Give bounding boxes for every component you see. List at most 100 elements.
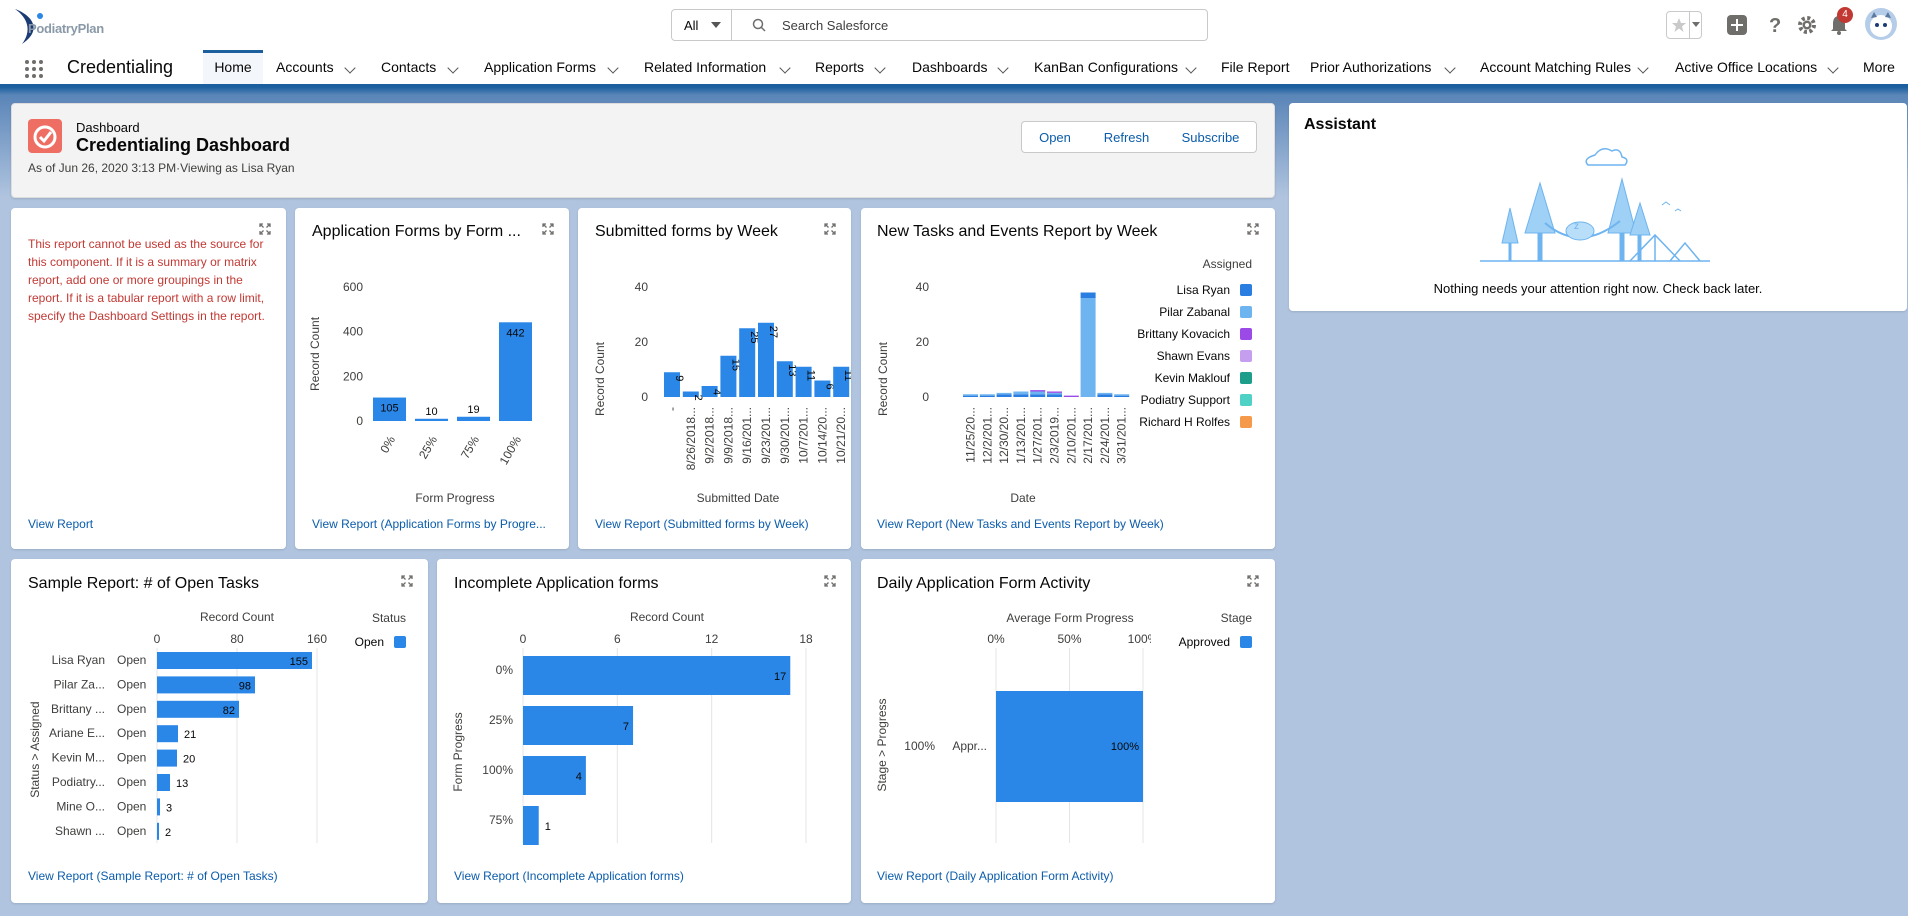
card-title: New Tasks and Events Report by Week bbox=[877, 223, 1158, 240]
expand-icon[interactable] bbox=[824, 223, 836, 235]
refresh-button[interactable]: Refresh bbox=[1088, 121, 1166, 153]
data-label: 10 bbox=[425, 406, 437, 418]
x-tick-label: 12 bbox=[705, 632, 719, 646]
error-component-card bbox=[11, 208, 286, 549]
expand-icon[interactable] bbox=[1247, 575, 1259, 587]
nav-more[interactable]: More bbox=[1863, 50, 1895, 84]
x-tick-label: 0 bbox=[520, 632, 527, 646]
legend-item-label: Approved bbox=[1178, 635, 1230, 649]
chevron-down-icon bbox=[711, 22, 721, 28]
x-tick-label: 9/30/201... bbox=[778, 407, 792, 464]
assistant-title: Assistant bbox=[1304, 116, 1377, 133]
x-tick-label: 1/27/201... bbox=[1031, 407, 1045, 464]
search-scope-label: All bbox=[684, 18, 699, 33]
avatar[interactable] bbox=[1865, 8, 1897, 40]
nav-tab-contacts[interactable]: Contacts bbox=[381, 50, 436, 84]
bar bbox=[415, 418, 448, 421]
subscribe-button[interactable]: Subscribe bbox=[1165, 121, 1257, 153]
bar-segment bbox=[1030, 394, 1046, 397]
nav-tab-label: Active Office Locations bbox=[1675, 59, 1818, 75]
bar-segment bbox=[963, 395, 978, 397]
search-scope-select[interactable]: All bbox=[672, 10, 732, 40]
data-label: 15 bbox=[729, 359, 741, 371]
nav-tab-active-office-locations[interactable]: Active Office Locations bbox=[1675, 50, 1817, 84]
x-tick-label: 25% bbox=[416, 433, 440, 461]
view-report-link[interactable]: View Report (Application Forms by Progre… bbox=[312, 517, 546, 531]
expand-icon[interactable] bbox=[824, 575, 836, 587]
error-message: This report cannot be used as the source… bbox=[28, 237, 265, 323]
nav-tab-label: KanBan Configurations bbox=[1034, 59, 1178, 75]
status-label: Open bbox=[117, 824, 146, 838]
y-tick-label: Shawn ... bbox=[55, 824, 105, 838]
open-tasks-card bbox=[11, 559, 428, 903]
bar bbox=[720, 355, 737, 397]
nav-tab-home[interactable]: Home bbox=[203, 50, 263, 84]
x-tick-label: 11/25/20... bbox=[964, 407, 978, 463]
nav-tab-prior-authorizations[interactable]: Prior Authorizations bbox=[1310, 50, 1431, 84]
x-tick-label: 10/21/20... bbox=[834, 407, 848, 464]
data-label: 21 bbox=[184, 729, 196, 741]
view-report-link[interactable]: View Report (Submitted forms by Week) bbox=[595, 517, 809, 531]
y-tick-label: 0 bbox=[641, 390, 648, 404]
data-label: 155 bbox=[290, 656, 308, 668]
data-label: 13 bbox=[176, 778, 188, 790]
bar bbox=[739, 328, 756, 397]
data-label: 82 bbox=[223, 705, 235, 717]
x-axis-label: Average Form Progress bbox=[1006, 611, 1133, 625]
view-report-link[interactable]: View Report bbox=[28, 517, 94, 531]
nav-tab-reports[interactable]: Reports bbox=[815, 50, 864, 84]
expand-icon[interactable] bbox=[1247, 223, 1259, 235]
view-report-link[interactable]: View Report (Daily Application Form Acti… bbox=[877, 869, 1114, 883]
nav-tab-accounts[interactable]: Accounts bbox=[276, 50, 334, 84]
bar bbox=[833, 366, 850, 397]
x-tick-label: 80 bbox=[230, 632, 244, 646]
y-tick-label: 20 bbox=[635, 335, 649, 349]
nav-tab-dashboards[interactable]: Dashboards bbox=[912, 50, 988, 84]
help-icon[interactable]: ? bbox=[1765, 14, 1785, 36]
nav-tab-related-information[interactable]: Related Information bbox=[644, 50, 766, 84]
dashboard-icon bbox=[28, 119, 62, 153]
bar bbox=[457, 416, 490, 421]
search-input[interactable] bbox=[782, 15, 1182, 35]
app-launcher-icon[interactable] bbox=[24, 59, 44, 79]
nav-tab-label: Reports bbox=[815, 59, 865, 75]
expand-icon[interactable] bbox=[542, 223, 554, 235]
data-label: 3 bbox=[166, 802, 172, 814]
x-tick-label: 75% bbox=[458, 433, 482, 461]
nav-tab-kanban-configurations[interactable]: KanBan Configurations bbox=[1034, 50, 1178, 84]
favorites-button[interactable] bbox=[1666, 11, 1702, 39]
view-report-link[interactable]: View Report (Incomplete Application form… bbox=[454, 869, 684, 883]
view-report-link[interactable]: View Report (Sample Report: # of Open Ta… bbox=[28, 869, 278, 883]
expand-icon[interactable] bbox=[259, 223, 271, 235]
legend-title: Assigned bbox=[1202, 257, 1252, 271]
x-tick-label: 9/9/2018... bbox=[721, 407, 735, 464]
legend-item-label: Pilar Zabanal bbox=[1159, 305, 1230, 319]
x-tick-label: 100% bbox=[1128, 632, 1151, 646]
nav-tab-application-forms[interactable]: Application Forms bbox=[484, 50, 596, 84]
app-logo[interactable] bbox=[12, 6, 122, 46]
nav-tab-label: Related Information bbox=[644, 59, 767, 75]
view-report-link[interactable]: View Report (New Tasks and Events Report… bbox=[877, 517, 1164, 531]
data-label: 1 bbox=[545, 821, 551, 833]
x-tick-label: 10/14/20... bbox=[815, 407, 829, 464]
bar-segment bbox=[1047, 391, 1062, 393]
y-tick-label: Kevin M... bbox=[52, 751, 105, 765]
open-button[interactable]: Open bbox=[1021, 121, 1089, 153]
x-axis-label: Form Progress bbox=[415, 491, 494, 505]
card-title: Daily Application Form Activity bbox=[877, 575, 1091, 592]
add-icon[interactable] bbox=[1726, 14, 1748, 36]
expand-icon[interactable] bbox=[401, 575, 413, 587]
app-name: Credentialing bbox=[67, 57, 174, 77]
bar bbox=[157, 749, 177, 767]
dashboard-as-of: As of Jun 26, 2020 3:13 PM·Viewing as Li… bbox=[28, 161, 295, 175]
x-tick-label: 9/23/201... bbox=[759, 407, 773, 464]
data-label: 27 bbox=[767, 326, 779, 338]
data-label: 11 bbox=[805, 370, 817, 381]
chevron-down-icon bbox=[1692, 22, 1700, 27]
nav-tab-file-report[interactable]: File Report bbox=[1221, 50, 1289, 84]
bar bbox=[814, 380, 831, 397]
settings-icon[interactable] bbox=[1796, 14, 1818, 36]
legend-swatch bbox=[394, 636, 406, 648]
bar-segment bbox=[979, 395, 995, 397]
nav-tab-account-matching-rules[interactable]: Account Matching Rules bbox=[1480, 50, 1631, 84]
